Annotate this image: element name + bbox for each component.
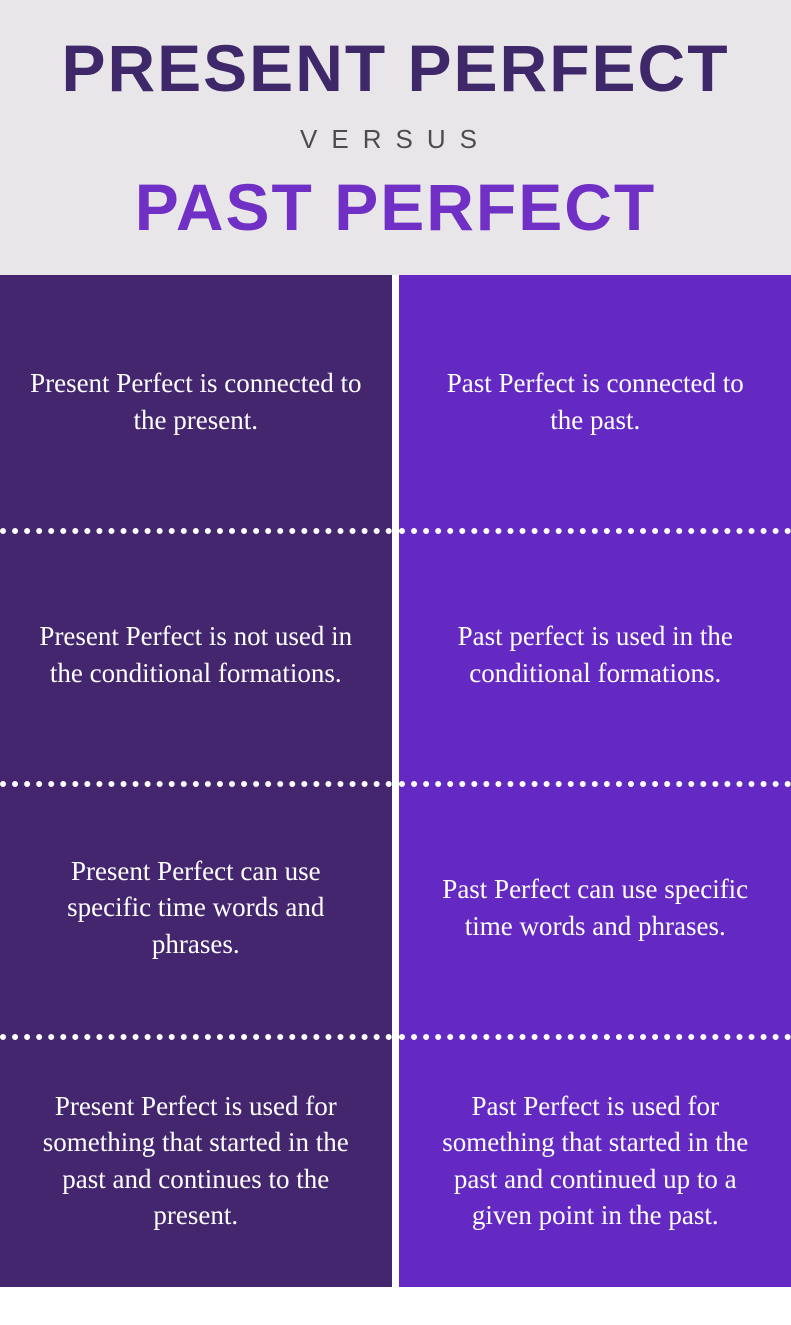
cell-left-4: Present Perfect is used for something th… — [0, 1034, 392, 1287]
infographic-root: PRESENT PERFECT VERSUS PAST PERFECT Pres… — [0, 0, 791, 1325]
cell-text: Past perfect is used in the conditional … — [427, 618, 763, 691]
cell-text: Present Perfect is not used in the condi… — [28, 618, 364, 691]
cell-text: Past Perfect is connected to the past. — [427, 365, 763, 438]
cell-right-2: Past perfect is used in the conditional … — [399, 528, 791, 781]
versus-label: VERSUS — [300, 124, 491, 155]
cell-right-4: Past Perfect is used for something that … — [399, 1034, 791, 1287]
cell-text: Present Perfect is connected to the pres… — [28, 365, 364, 438]
cell-text: Present Perfect is used for something th… — [28, 1088, 364, 1234]
cell-text: Present Perfect can use specific time wo… — [28, 853, 364, 962]
title-past-perfect: PAST PERFECT — [135, 169, 656, 245]
title-present-perfect: PRESENT PERFECT — [61, 30, 729, 106]
comparison-columns: Present Perfect is connected to the pres… — [0, 275, 791, 1287]
cell-right-1: Past Perfect is connected to the past. — [399, 275, 791, 528]
column-gap — [392, 275, 400, 1287]
cell-right-3: Past Perfect can use specific time words… — [399, 781, 791, 1034]
cell-text: Past Perfect is used for something that … — [427, 1088, 763, 1234]
header: PRESENT PERFECT VERSUS PAST PERFECT — [0, 0, 791, 275]
cell-left-1: Present Perfect is connected to the pres… — [0, 275, 392, 528]
column-past-perfect: Past Perfect is connected to the past. P… — [399, 275, 791, 1287]
cell-left-2: Present Perfect is not used in the condi… — [0, 528, 392, 781]
source-attribution: Pediaa.com — [10, 1287, 136, 1317]
cell-text: Past Perfect can use specific time words… — [427, 871, 763, 944]
cell-left-3: Present Perfect can use specific time wo… — [0, 781, 392, 1034]
column-present-perfect: Present Perfect is connected to the pres… — [0, 275, 392, 1287]
